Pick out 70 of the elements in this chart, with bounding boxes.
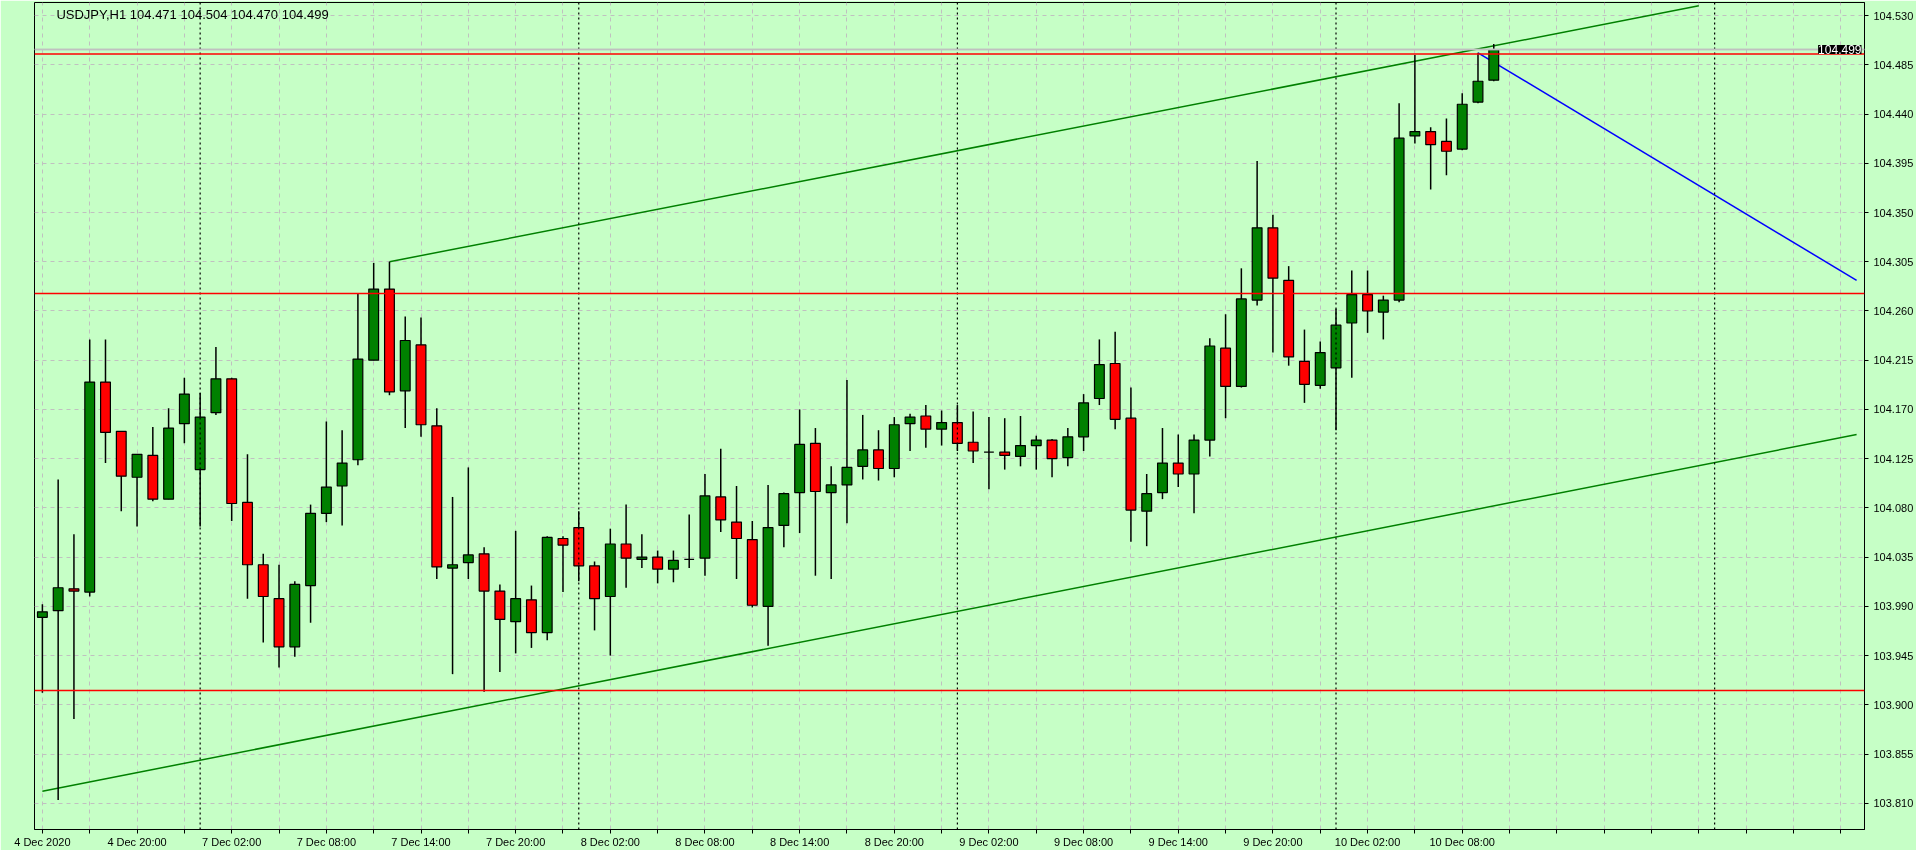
candlestick	[841, 379, 853, 524]
candlestick	[1298, 328, 1310, 404]
candlestick	[447, 496, 459, 675]
candlestick	[510, 530, 522, 655]
x-tick-label: 10 Dec 02:00	[1334, 835, 1401, 848]
candlestick	[620, 503, 632, 589]
candlestick	[715, 448, 727, 533]
candlestick	[936, 409, 948, 447]
candlestick	[131, 453, 143, 528]
y-tick-label: 103.855	[1873, 748, 1914, 761]
candlestick	[967, 410, 979, 464]
y-tick-label: 103.990	[1873, 600, 1914, 613]
x-tick-label: 7 Dec 08:00	[296, 835, 357, 848]
x-tick-label: 9 Dec 08:00	[1053, 835, 1114, 848]
y-tick-label: 104.035	[1873, 551, 1914, 564]
candlestick	[36, 603, 48, 694]
chart-title: USDJPY,H1 104.471 104.504 104.470 104.499	[56, 6, 329, 22]
candlestick	[1062, 427, 1074, 468]
candlestick	[636, 533, 648, 569]
x-tick-label: 4 Dec 2020	[14, 835, 71, 848]
y-tick-label: 104.350	[1873, 206, 1914, 219]
y-tick-label: 104.395	[1873, 157, 1914, 170]
candlestick	[873, 429, 884, 482]
candlestick	[1141, 473, 1153, 547]
candlestick	[857, 414, 869, 481]
candlestick	[1440, 117, 1452, 177]
x-tick-label: 8 Dec 02:00	[580, 835, 640, 848]
candlestick	[983, 416, 995, 491]
y-tick-label: 103.945	[1873, 649, 1914, 662]
candlestick	[652, 549, 664, 585]
x-tick-label: 4 Dec 20:00	[107, 835, 167, 848]
y-tick-label: 104.305	[1873, 255, 1914, 268]
x-tick-label: 9 Dec 14:00	[1148, 835, 1208, 848]
x-tick-label: 10 Dec 08:00	[1429, 835, 1495, 848]
candlestick	[999, 417, 1011, 471]
x-tick-label: 9 Dec 02:00	[959, 835, 1019, 848]
y-tick-label: 104.485	[1873, 58, 1914, 71]
candlestick	[1377, 294, 1389, 341]
y-tick-label: 104.530	[1873, 9, 1914, 22]
candlestick	[825, 465, 837, 580]
candlestick	[1409, 54, 1421, 145]
candlestick	[1425, 126, 1437, 191]
x-tick-label: 9 Dec 20:00	[1243, 835, 1303, 848]
candlestick	[557, 535, 569, 593]
candlestick	[920, 404, 932, 449]
y-tick-label: 103.900	[1873, 698, 1914, 711]
ref-line-label: 104.499	[1818, 43, 1862, 58]
y-tick-label: 104.215	[1873, 354, 1914, 367]
x-tick-label: 8 Dec 20:00	[864, 835, 924, 848]
y-tick-label: 104.440	[1873, 108, 1914, 121]
candlestick	[1046, 438, 1058, 479]
candlestick	[731, 485, 743, 580]
x-tick-label: 7 Dec 20:00	[486, 835, 546, 848]
candlestick	[1172, 433, 1184, 488]
candlestick	[462, 466, 474, 580]
y-tick-label: 104.125	[1873, 452, 1914, 465]
y-tick-label: 104.170	[1873, 403, 1914, 416]
candlestick	[667, 549, 679, 584]
candlestick	[1015, 415, 1026, 468]
x-tick-label: 8 Dec 08:00	[675, 835, 735, 848]
candlestick	[904, 413, 916, 452]
y-tick-label: 104.260	[1873, 304, 1914, 317]
candlestick	[336, 429, 348, 527]
x-tick-label: 7 Dec 14:00	[391, 835, 451, 848]
x-tick-label: 7 Dec 02:00	[202, 835, 262, 848]
x-tick-label: 8 Dec 14:00	[769, 835, 830, 848]
y-tick-label: 103.810	[1873, 797, 1914, 810]
candlestick	[1030, 434, 1042, 471]
y-tick-label: 104.080	[1873, 501, 1914, 514]
candlestick	[683, 513, 695, 569]
